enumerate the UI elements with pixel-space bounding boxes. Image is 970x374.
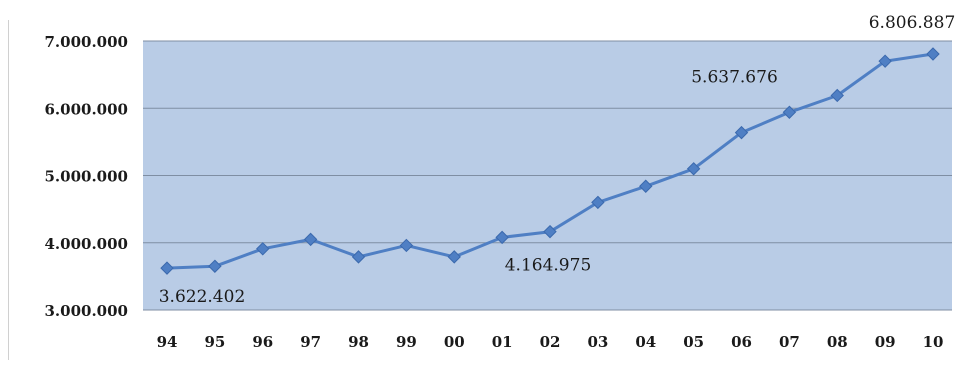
data-labels: 3.622.402 4.164.975 5.637.676 6.806.887 (159, 13, 956, 307)
y-axis-tick-labels: 3.000.000 4.000.000 5.000.000 6.000.000 7.00… (44, 33, 128, 320)
y-tick-label: 5.000.000 (44, 168, 128, 186)
data-point-marker (208, 259, 222, 273)
x-tick-label: 00 (444, 333, 465, 351)
x-axis-tick-labels: 94 95 96 97 98 99 00 01 02 03 04 05 06 07 08 09 10 (157, 333, 944, 351)
x-tick-label: 10 (923, 333, 944, 351)
data-point-marker (543, 224, 557, 239)
x-tick-label: 07 (779, 333, 800, 351)
y-tick-label: 3.000.000 (44, 302, 128, 320)
y-tick-label: 6.000.000 (44, 100, 128, 118)
data-point-marker (830, 88, 844, 103)
x-tick-label: 09 (875, 333, 896, 351)
data-markers (160, 47, 940, 275)
data-point-marker (734, 125, 749, 140)
data-point-marker (878, 54, 892, 68)
data-point-marker (782, 105, 797, 119)
x-tick-label: 97 (300, 333, 321, 351)
x-tick-label: 08 (827, 333, 848, 351)
x-tick-label: 06 (731, 333, 752, 351)
data-point-marker (399, 238, 414, 253)
data-point-marker (256, 242, 270, 256)
gridlines (143, 40, 952, 311)
x-tick-label: 01 (492, 333, 513, 351)
y-tick-label: 7.000.000 (44, 33, 128, 51)
x-tick-label: 98 (348, 333, 369, 351)
data-point-marker (591, 195, 605, 210)
data-label: 6.806.887 (869, 13, 956, 33)
data-point-marker (160, 261, 174, 275)
data-point-marker (926, 47, 940, 61)
data-label: 4.164.975 (505, 256, 592, 276)
data-point-marker (686, 162, 701, 176)
data-point-marker (351, 250, 366, 264)
data-label: 5.637.676 (691, 68, 778, 88)
x-tick-label: 02 (540, 333, 561, 351)
x-tick-label: 96 (252, 333, 273, 351)
x-tick-label: 05 (683, 333, 704, 351)
y-tick-label: 4.000.000 (44, 235, 128, 253)
data-point-marker (639, 179, 653, 193)
left-border-line (8, 20, 9, 360)
data-label: 3.622.402 (159, 287, 246, 307)
x-tick-label: 03 (587, 333, 608, 351)
data-point-marker (447, 250, 461, 264)
data-point-marker (303, 232, 318, 247)
x-tick-label: 94 (157, 333, 178, 351)
data-point-marker (495, 230, 509, 245)
x-tick-label: 04 (635, 333, 656, 351)
x-tick-label: 99 (396, 333, 417, 351)
x-tick-label: 95 (204, 333, 225, 351)
